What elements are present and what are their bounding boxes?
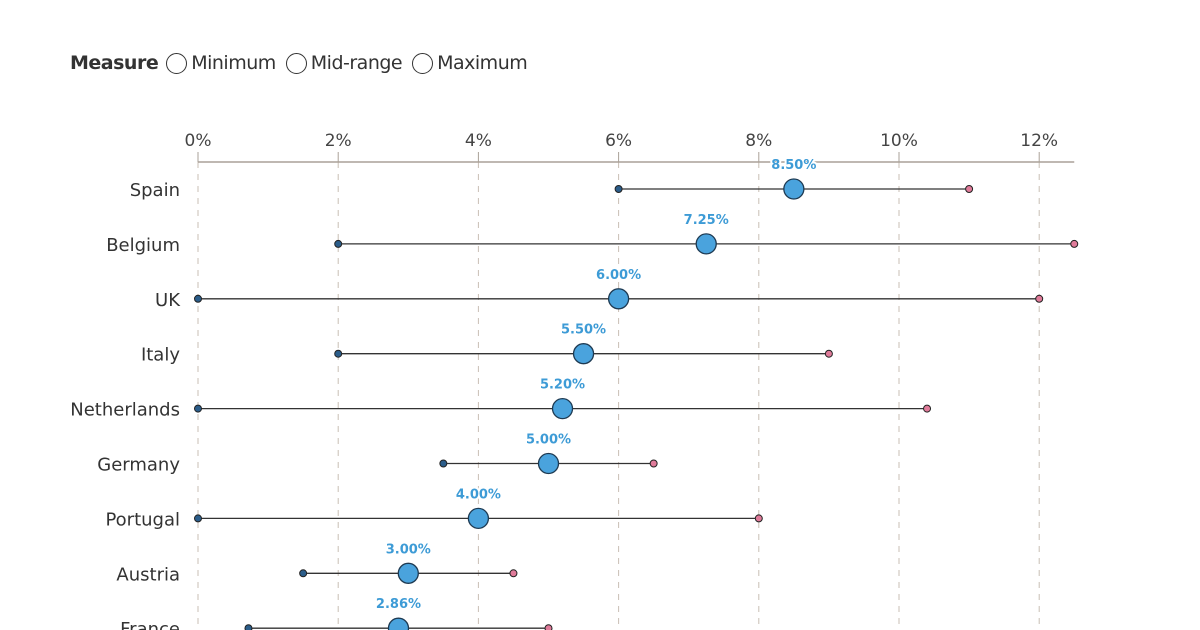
min-dot xyxy=(244,624,253,630)
row-spain: Spain 8.50% xyxy=(130,156,974,201)
radio-maximum[interactable]: Maximum xyxy=(412,52,528,74)
measure-label: Measure xyxy=(70,52,159,74)
max-dot xyxy=(544,624,553,630)
radio-label: Mid-range xyxy=(310,52,403,74)
mid-dot xyxy=(387,617,410,630)
radio-label: Maximum xyxy=(437,52,528,74)
min-dot xyxy=(439,459,448,468)
tick-label: 6% xyxy=(605,131,632,151)
category-label: Italy xyxy=(141,345,180,366)
mid-dot xyxy=(551,397,574,420)
mid-dot xyxy=(467,507,490,530)
max-dot xyxy=(824,349,833,358)
data-label: 7.25% xyxy=(684,213,729,228)
data-label: 4.00% xyxy=(456,487,501,502)
row-netherlands: Netherlands 5.20% xyxy=(70,376,932,421)
row-germany: Germany 5.00% xyxy=(97,431,658,476)
data-label: 2.86% xyxy=(376,597,421,612)
radio-circle[interactable] xyxy=(166,52,188,74)
radio-circle[interactable] xyxy=(285,52,307,74)
tick-label: 4% xyxy=(465,131,492,151)
radio-circle[interactable] xyxy=(412,52,434,74)
mid-dot xyxy=(572,343,595,365)
row-belgium: Belgium 7.25% xyxy=(106,211,1079,256)
radio-label: Minimum xyxy=(191,52,276,74)
data-label: 8.50% xyxy=(771,158,816,173)
category-label: Austria xyxy=(116,564,180,585)
min-dot xyxy=(194,404,202,413)
tick-label: 8% xyxy=(745,131,772,151)
measure-controls: Measure Minimum Mid-range Maximum xyxy=(70,52,537,74)
data-label: 5.50% xyxy=(561,323,606,338)
max-dot xyxy=(754,514,763,523)
category-label: Spain xyxy=(130,180,180,201)
min-dot xyxy=(194,514,202,523)
category-label: Portugal xyxy=(105,509,180,530)
min-dot xyxy=(334,349,343,358)
max-dot xyxy=(965,185,974,193)
mid-dot xyxy=(397,562,419,584)
category-label: UK xyxy=(155,290,181,311)
max-dot xyxy=(1070,239,1079,248)
row-uk: UK 6.00% xyxy=(155,266,1044,311)
radio-mid-range[interactable]: Mid-range xyxy=(285,52,403,74)
row-italy: Italy 5.50% xyxy=(141,321,833,366)
row-france: France 2.86% xyxy=(120,595,553,630)
mid-dot xyxy=(607,288,630,310)
data-label: 3.00% xyxy=(386,542,431,557)
tick-label: 2% xyxy=(325,131,352,151)
row-portugal: Portugal 4.00% xyxy=(105,485,763,530)
mid-dot xyxy=(783,178,805,200)
data-label: 5.00% xyxy=(526,433,571,448)
min-dot xyxy=(334,239,343,248)
max-dot xyxy=(923,404,932,413)
max-dot xyxy=(509,569,518,578)
min-dot xyxy=(299,569,308,578)
max-dot xyxy=(1035,294,1044,303)
mid-dot xyxy=(695,233,717,255)
category-label: France xyxy=(120,619,180,630)
category-label: Germany xyxy=(97,455,180,476)
tick-label: 0% xyxy=(185,131,212,151)
min-dot xyxy=(614,185,623,193)
max-dot xyxy=(649,459,658,468)
data-label: 6.00% xyxy=(596,268,641,283)
mid-dot xyxy=(537,452,560,475)
category-label: Belgium xyxy=(106,235,180,256)
row-austria: Austria 3.00% xyxy=(116,540,518,585)
category-label: Netherlands xyxy=(70,400,180,421)
tick-label: 12% xyxy=(1020,131,1058,151)
data-label: 5.20% xyxy=(540,378,585,393)
min-dot xyxy=(194,294,202,303)
radio-minimum[interactable]: Minimum xyxy=(166,52,276,74)
tick-label: 10% xyxy=(880,131,918,151)
